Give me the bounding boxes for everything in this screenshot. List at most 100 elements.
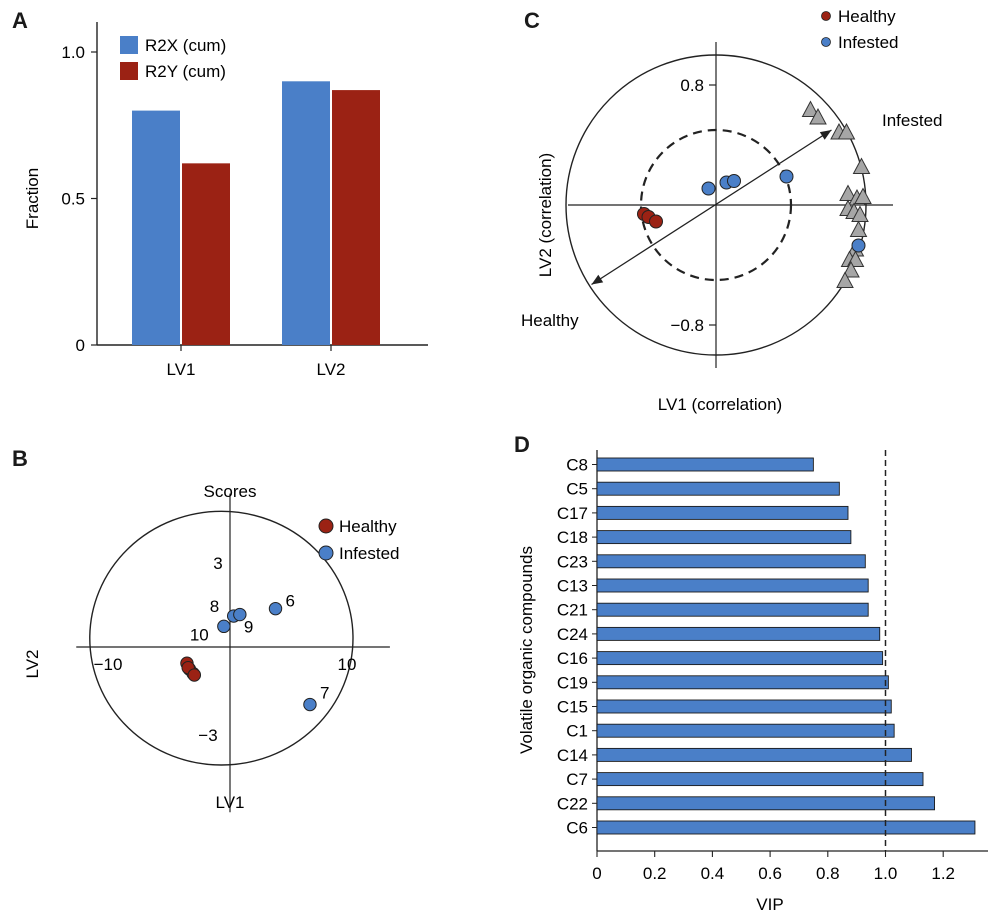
bar	[282, 81, 330, 346]
y-tick-label-pos: 3	[213, 554, 222, 573]
y-tick-label: 0	[76, 336, 85, 355]
y-tick-label: C1	[566, 722, 588, 741]
vip-bar	[596, 699, 892, 714]
y-tick-label: C5	[566, 480, 588, 499]
y-tick-label: C19	[557, 673, 588, 692]
y-tick-label: C14	[557, 746, 588, 765]
y-tick-label: C24	[557, 625, 588, 644]
y-tick-label: C22	[557, 794, 588, 813]
vip-bar	[596, 772, 924, 787]
vip-bar	[596, 554, 866, 569]
x-tick-label: 1.2	[931, 864, 955, 883]
y-tick-label: C16	[557, 649, 588, 668]
legend-marker	[821, 37, 831, 47]
y-tick-label: C13	[557, 577, 588, 596]
data-point	[217, 619, 231, 634]
variable-triangle	[801, 100, 820, 117]
y-axis-label: LV2	[23, 650, 42, 679]
sample-point	[727, 174, 741, 188]
y-tick-label: C23	[557, 552, 588, 571]
chart-title: Scores	[204, 482, 257, 501]
y-tick-label: 1.0	[61, 43, 85, 62]
x-axis-label: LV1	[216, 793, 245, 812]
x-axis-label: VIP	[756, 895, 783, 914]
y-tick-label: C7	[566, 770, 588, 789]
data-point	[268, 601, 283, 616]
panel-label-b: B	[12, 446, 28, 471]
y-tick-label: C6	[566, 819, 588, 838]
x-tick-label: 0.2	[643, 864, 667, 883]
legend-label: Healthy	[838, 7, 896, 26]
sample-point	[649, 214, 663, 229]
legend-label: Healthy	[339, 517, 397, 536]
variable-triangle	[849, 220, 868, 237]
point-label: 8	[210, 597, 219, 616]
vip-bar	[596, 723, 895, 738]
vip-bar	[596, 626, 881, 641]
arrowhead-infested	[819, 130, 832, 140]
legend-swatch	[120, 36, 138, 54]
panel-label-d: D	[514, 432, 530, 457]
variable-triangle	[852, 157, 871, 174]
legend-marker	[821, 11, 831, 21]
x-tick-label: 0.4	[701, 864, 725, 883]
point-label: 7	[320, 684, 329, 703]
y-tick-label: 0.5	[61, 190, 85, 209]
variable-triangle	[842, 260, 860, 278]
panel-a-bar-chart: 0 0.5 1.0 Fraction LV1 LV2 R2X (cum) R2Y (cum)	[23, 22, 428, 379]
data-point	[187, 668, 202, 682]
x-tick-label: 0.6	[758, 864, 782, 883]
x-tick-label-neg: −10	[94, 655, 123, 674]
variable-triangle	[836, 271, 854, 288]
legend-label: R2Y (cum)	[145, 62, 226, 81]
x-tick-label: 0	[592, 864, 601, 883]
arrowhead-healthy	[591, 274, 604, 285]
vip-bar	[596, 675, 889, 690]
panel-d-vip-chart: C8 C5 C17 C18 C23 C13 C21 C24 C16 C19 C15 C1 C14 C7 C2…	[517, 450, 988, 914]
x-axis-label: LV1 (correlation)	[658, 395, 782, 414]
variable-triangle	[851, 205, 869, 222]
y-tick-label: C18	[557, 528, 588, 547]
y-tick-label: −0.8	[670, 316, 704, 335]
bar	[182, 163, 230, 345]
legend-marker	[318, 518, 334, 534]
y-tick-label-neg: −3	[198, 726, 217, 745]
annotation-infested: Infested	[882, 111, 943, 130]
legend-label: Infested	[838, 33, 899, 52]
point-label: 6	[286, 592, 295, 611]
vip-bar	[596, 796, 935, 811]
variable-triangle	[809, 107, 827, 125]
vip-bar	[596, 602, 869, 617]
x-tick-label-pos: 10	[338, 655, 357, 674]
y-axis-label: Fraction	[23, 168, 42, 229]
vip-bar	[596, 747, 912, 762]
legend-label: R2X (cum)	[145, 36, 226, 55]
annotation-healthy: Healthy	[521, 311, 579, 330]
point-label: 9	[244, 618, 253, 637]
direction-arrow	[591, 129, 832, 286]
y-tick-label: C8	[566, 456, 588, 475]
variable-triangle	[837, 122, 856, 140]
sample-point	[851, 238, 866, 253]
sample-point	[779, 169, 794, 184]
data-point	[233, 607, 247, 622]
x-tick-label: 1.0	[874, 864, 898, 883]
x-tick-label: LV2	[317, 360, 346, 379]
legend-marker	[318, 545, 334, 561]
sample-point	[701, 181, 716, 196]
vip-bar	[596, 820, 976, 835]
vip-bar	[596, 505, 849, 520]
point-label: 10	[190, 625, 209, 644]
y-tick-label: C15	[557, 698, 588, 717]
data-point	[303, 697, 317, 712]
vip-bar	[596, 530, 852, 545]
vip-bar	[596, 578, 869, 593]
panel-label-a: A	[12, 8, 28, 33]
x-tick-label: 0.8	[816, 864, 840, 883]
y-axis-label: Volatile organic compounds	[517, 546, 536, 754]
y-tick-label: C21	[557, 601, 588, 620]
legend-swatch	[120, 62, 138, 80]
x-tick-label: LV1	[167, 360, 196, 379]
